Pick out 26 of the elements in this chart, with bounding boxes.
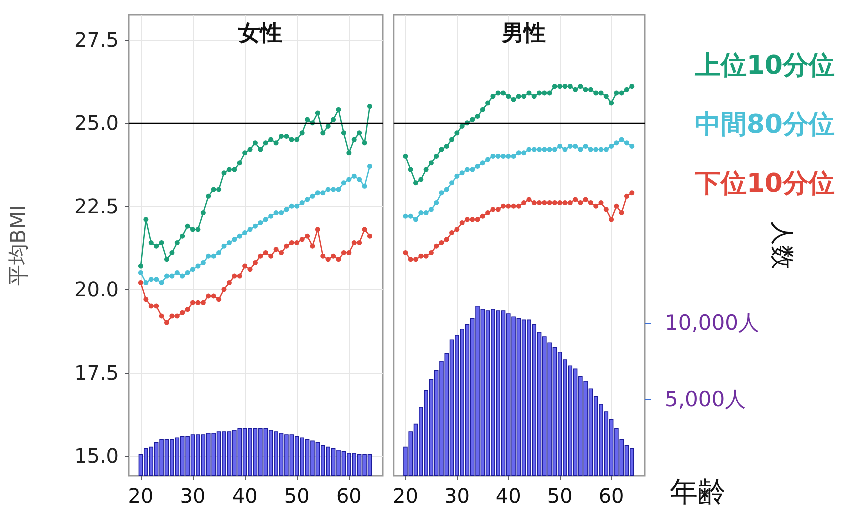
x-tick-label: 60 [336,484,362,508]
x-tick-label: 50 [284,484,310,508]
x-tick-label: 30 [180,484,206,508]
y-tick-label: 20.0 [74,278,119,302]
x-tick-label: 30 [444,484,470,508]
x-tick-label: 40 [496,484,522,508]
chart-title: 男性 [501,22,546,46]
x-tick-label: 50 [547,484,573,508]
y-tick-label: 17.5 [74,360,119,385]
text: 上位10分位 [694,51,836,81]
x-tick-label: 20 [128,484,154,508]
text: 中間80分位 [694,110,836,140]
y2-tick-label: 10,000人 [665,310,760,335]
y-tick-label: 27.5 [74,28,119,52]
y-tick-label: 22.5 [74,194,119,218]
text: 下位10分位 [694,169,836,199]
x-axis-title: 年齢 [670,476,726,508]
y2-axis-title: 人数 [768,222,796,270]
y-tick-label: 25.0 [74,111,119,136]
y2-tick-label: 5,000人 [665,387,746,412]
x-tick-label: 20 [393,484,418,508]
x-tick-label: 60 [598,484,624,508]
chart-title: 女性 [238,22,282,46]
y-axis-title: 平均BMI [6,205,30,286]
y-tick-label: 15.0 [74,444,119,468]
x-tick-label: 40 [232,484,258,508]
